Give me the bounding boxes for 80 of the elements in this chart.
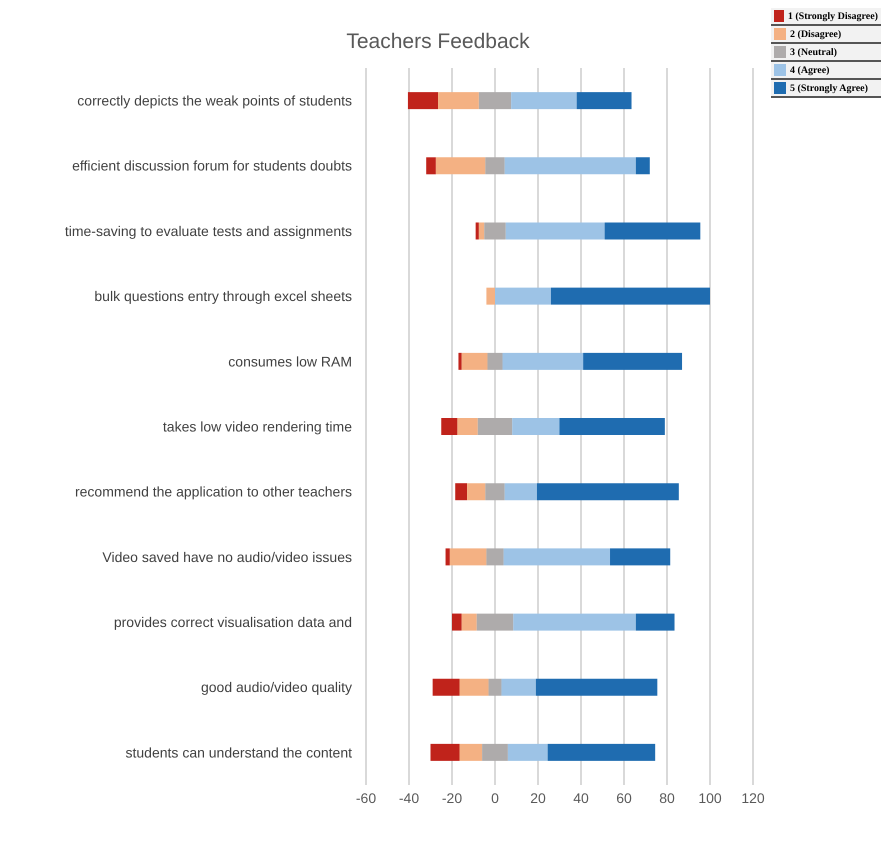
bar [604,222,700,240]
bar [476,222,479,240]
bar [583,352,682,370]
bar [408,92,438,110]
bar [485,483,505,500]
bar [484,222,506,240]
bar [504,483,537,500]
x-tick-label: 80 [659,790,675,806]
y-tick-label: takes low video rendering time [162,418,352,434]
bar [485,157,505,174]
bar [511,92,577,110]
bar [610,548,670,566]
y-tick-label: good audio/video quality [200,679,352,696]
y-tick-label: students can understand the content [126,744,352,760]
legend-label: 3 (Neutral) [790,46,837,58]
x-tick-label: 0 [491,790,500,806]
bar [452,614,462,631]
x-tick-label: 100 [698,790,722,806]
bar [487,352,503,370]
bar [460,678,489,696]
bar [455,483,468,500]
bar [457,418,478,436]
bar [438,92,479,110]
y-tick-label: time-saving to evaluate tests and assignments [64,222,352,239]
x-tick-label: -40 [398,790,420,806]
bar [636,157,650,174]
bar [501,678,536,696]
x-tick-label: 60 [616,790,632,806]
bar [486,288,495,305]
bar [458,352,462,370]
bar [636,614,675,631]
legend-label: 1 (Strongly Disagree) [788,10,878,22]
bar [482,744,508,761]
bar [450,548,486,566]
x-tick-label: -20 [442,790,462,806]
legend-label: 4 (Agree) [790,64,830,76]
legend-label: 2 (Disagree) [790,28,842,40]
y-tick-label: efficient discussion forum for students doubts [72,158,352,174]
bar [441,418,458,436]
bar [488,678,502,696]
bar [460,744,482,761]
y-tick-label: recommend the application to other teachers [74,484,352,500]
bar [506,222,605,240]
bar [462,614,477,631]
bar [436,157,486,174]
bar [504,548,610,566]
bar [495,288,551,305]
bar [508,744,548,761]
bar [476,614,514,631]
bar [446,548,450,566]
y-tick-label: consumes low RAM [228,353,352,370]
bar [478,418,512,436]
bar [550,288,710,305]
x-tick-label: 120 [741,790,765,806]
bar [478,92,512,110]
bar [513,614,636,631]
legend-label: 5 (Strongly Agree) [790,82,868,94]
bar [512,418,560,436]
y-tick-label: correctly depicts the weak points of students [77,92,352,109]
bar [467,483,486,500]
y-tick-label: provides correct visualisation data and [114,614,352,630]
bar [432,678,460,696]
bar [462,352,488,370]
bar [430,744,460,761]
bar [576,92,632,110]
bar [560,418,665,436]
x-tick-label: 20 [530,790,546,806]
bar [536,483,679,500]
y-tick-label: bulk questions entry through excel sheets [94,288,352,304]
bar [502,352,584,370]
x-tick-label: -60 [356,790,376,806]
bar [504,157,636,174]
chart-title: Teachers Feedback [345,30,531,54]
bar [486,548,504,566]
bar [548,744,656,761]
x-tick-label: 40 [573,790,589,806]
bar [478,222,484,240]
y-tick-label: Video saved have no audio/video issues [102,548,352,565]
bar [536,678,658,696]
bar [426,157,436,174]
